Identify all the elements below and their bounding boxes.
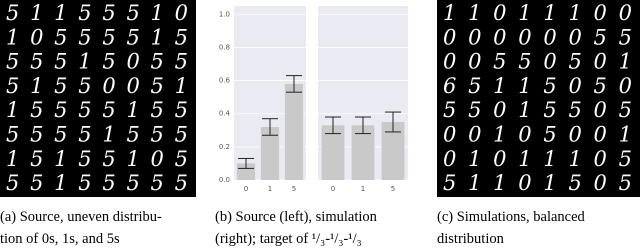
error-bar (262, 118, 278, 136)
caption-line: (a) Source, uneven distribu- (0, 209, 162, 225)
x-tick-label: 0 (244, 185, 248, 193)
error-bar (286, 75, 302, 93)
caption-line: (right); target of ¹/₃-¹/₃-¹/₃ (215, 231, 362, 247)
x-tick-label: 1 (361, 185, 365, 193)
bar (321, 125, 345, 180)
bar (260, 126, 280, 180)
x-tick-label: 0 (331, 185, 335, 193)
right-grid-bg (437, 0, 640, 197)
error-bar (238, 157, 254, 169)
left-grid-bg (0, 0, 196, 197)
caption-line: (b) Source (left), simulation (215, 209, 378, 225)
error-bar (385, 111, 401, 133)
x-tick-label: 1 (268, 185, 272, 193)
error-bar (355, 116, 371, 135)
x-tick-label: 5 (391, 185, 395, 193)
caption-line: distribution (437, 231, 505, 247)
y-tick-label: 0.0 (219, 176, 230, 184)
y-tick-label: 0.6 (219, 77, 231, 85)
y-tick-label: 0.4 (219, 110, 231, 118)
bar (351, 125, 375, 180)
y-tick-label: 0.2 (219, 143, 230, 151)
bar (284, 83, 304, 180)
y-tick-label: 0.8 (219, 43, 230, 51)
bar (381, 122, 405, 180)
caption-line: tion of 0s, 1s, and 5s (0, 231, 120, 247)
error-bar (325, 116, 341, 135)
y-tick-label: 1.0 (219, 10, 230, 18)
x-tick-label: 5 (292, 185, 296, 193)
bar (236, 163, 256, 180)
caption-line: (c) Simulations, balanced (437, 209, 586, 225)
